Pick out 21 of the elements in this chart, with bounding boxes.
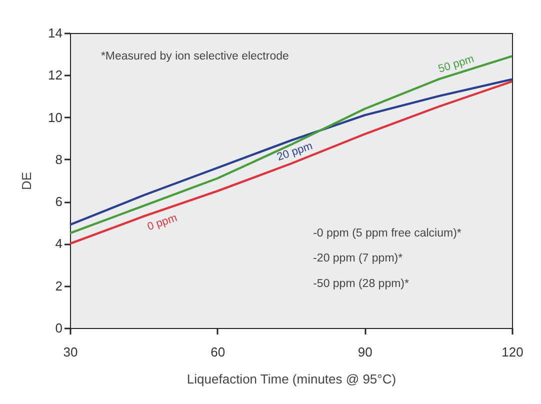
y-tick-label: 12 bbox=[48, 68, 62, 83]
y-axis-title: DE bbox=[19, 172, 34, 190]
annotation: -20 ppm (7 ppm)* bbox=[313, 252, 404, 265]
annotation: -0 ppm (5 ppm free calcium)* bbox=[313, 228, 462, 240]
x-tick-label: 120 bbox=[502, 344, 524, 360]
y-tick-label: 6 bbox=[55, 194, 62, 210]
text: 20 ppm bbox=[276, 140, 314, 164]
annotation: *Measured by ion selective electrode bbox=[100, 50, 289, 63]
y-tick-label: 10 bbox=[48, 110, 62, 125]
text: 0 ppm bbox=[146, 212, 179, 234]
annotation: -50 ppm (28 ppm)* bbox=[313, 278, 410, 290]
x-axis-title: Liquefaction Time (minutes @ 95°C) bbox=[186, 372, 396, 386]
y-tick-label: 4 bbox=[55, 236, 62, 252]
y-tick-label: 0 bbox=[55, 320, 62, 336]
y-tick-label: 8 bbox=[55, 152, 62, 167]
x-tick-label: 60 bbox=[210, 344, 226, 360]
x-tick-label: 90 bbox=[358, 344, 372, 360]
text: 50 ppm bbox=[436, 53, 476, 76]
y-tick-label: 14 bbox=[48, 26, 62, 40]
x-tick-label: 30 bbox=[63, 344, 78, 360]
y-tick-label: 2 bbox=[55, 278, 62, 294]
